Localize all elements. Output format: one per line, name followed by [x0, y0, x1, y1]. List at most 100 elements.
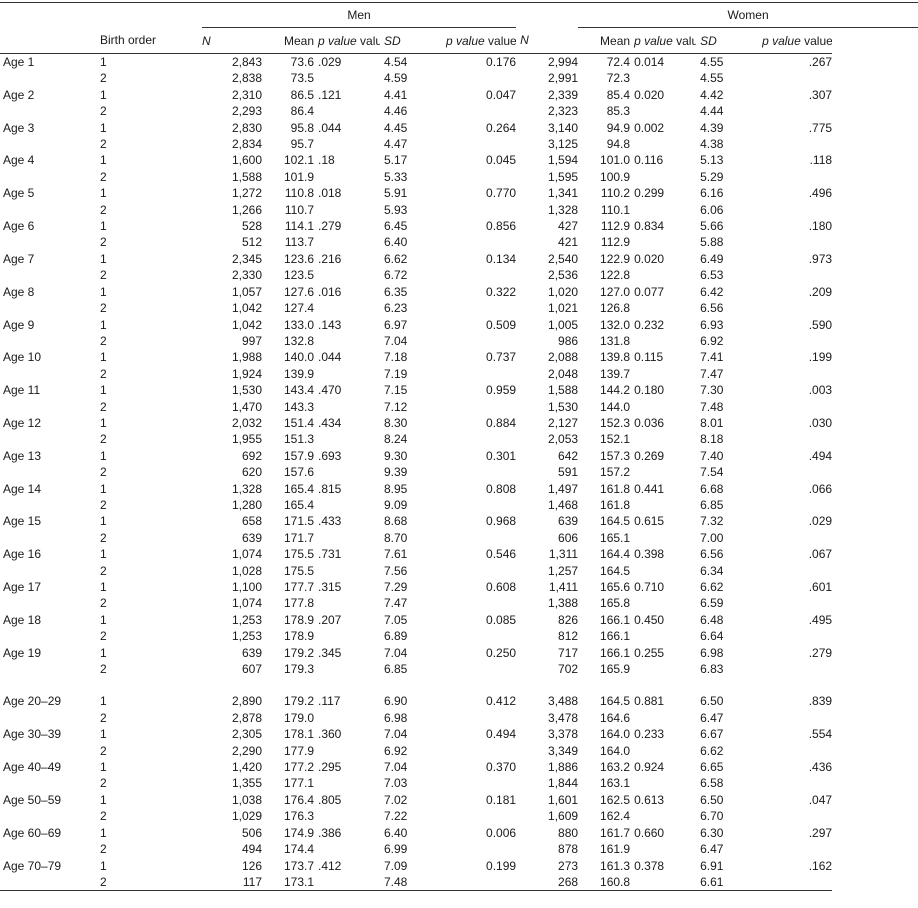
- cell-men-sd: 5.33: [384, 169, 408, 184]
- cell-men-n: 1,253: [231, 612, 262, 627]
- cell-men-pvalue-b: 0.176: [486, 55, 517, 69]
- cell-men-sd: 6.40: [384, 825, 408, 840]
- cell-women-sd: 6.62: [700, 743, 724, 758]
- cell-women-mean: 165.8: [600, 596, 631, 611]
- cell-women-mean: 72.3: [606, 71, 631, 86]
- cell-men-sd: 7.05: [384, 612, 408, 627]
- cell-men-pvalue-a: [314, 366, 380, 382]
- cell-women-mean: 164.0: [600, 727, 631, 742]
- cell-men-pvalue-b: [446, 103, 516, 119]
- cell-women-pvalue-a: [630, 267, 696, 283]
- cell-women-mean: 165.9: [600, 662, 631, 677]
- table-row: Age 70–79 1 126 173.7 .412 7.09 0.199 273 161.3 0…: [0, 858, 918, 874]
- cell-age: [0, 563, 100, 579]
- cell-birth-order: 2: [100, 465, 107, 480]
- cell-men-n: 1,955: [231, 432, 262, 447]
- cell-men-sd: 8.70: [384, 530, 408, 545]
- cell-women-sd: 7.32: [700, 514, 724, 529]
- cell-women-pvalue-b: .775: [808, 120, 833, 135]
- cell-age: [0, 300, 100, 316]
- row-spacer: [0, 677, 918, 693]
- cell-men-pvalue-b: 0.047: [486, 87, 517, 102]
- cell-women-pvalue-a: [630, 661, 696, 677]
- cell-women-mean: 132.0: [600, 317, 631, 332]
- table-row: Age 30–39 1 2,305 178.1 .360 7.04 0.494 3,378 16…: [0, 726, 918, 742]
- cell-women-pvalue-b: .839: [808, 694, 833, 709]
- cell-women-sd: 7.00: [700, 530, 724, 545]
- cell-men-mean: 178.9: [283, 629, 314, 644]
- cell-women-n: 1,468: [548, 497, 579, 512]
- cell-men-mean: 175.5: [283, 563, 314, 578]
- cell-women-pvalue-b: .118: [809, 153, 833, 168]
- cell-women-mean: 161.7: [600, 825, 631, 840]
- table-row: Age 19 1 639 179.2 .345 7.04 0.250 717 166.1 0.25…: [0, 645, 918, 661]
- cell-women-sd: 6.34: [700, 563, 724, 578]
- cell-women-n: 1,844: [548, 776, 579, 791]
- cell-men-pvalue-a: .386: [318, 825, 342, 840]
- cell-birth-order: 1: [100, 251, 107, 266]
- cell-birth-order: 2: [100, 432, 107, 447]
- cell-women-pvalue-b: .180: [808, 219, 833, 234]
- cell-birth-order: 2: [100, 71, 107, 86]
- cell-women-sd: 7.47: [700, 366, 724, 381]
- col-header-men-n: N: [202, 27, 262, 54]
- cell-men-pvalue-b: 0.181: [486, 792, 517, 807]
- cell-men-mean: 173.1: [262, 873, 314, 892]
- cell-women-pvalue-a: 0.834: [634, 219, 665, 234]
- cell-women-n: 1,020: [548, 284, 579, 299]
- cell-men-sd: 4.47: [384, 137, 408, 152]
- cell-women-mean: 72.4: [606, 55, 631, 69]
- cell-women-n: 1,005: [548, 317, 579, 332]
- cell-men-sd: 7.19: [384, 366, 408, 381]
- cell-men-pvalue-a: [314, 628, 380, 644]
- cell-women-mean: 100.9: [600, 169, 631, 184]
- table-row: 2 512 113.7 6.40 421 112.9 5.88: [0, 234, 918, 250]
- col-header-women-mean: Mean: [578, 27, 631, 54]
- cell-age: [0, 136, 100, 152]
- cell-men-sd: 7.04: [384, 333, 408, 348]
- cell-birth-order: 2: [100, 497, 107, 512]
- cell-men-mean: 95.7: [290, 137, 314, 152]
- cell-women-n: 2,048: [548, 366, 579, 381]
- cell-men-sd: 7.18: [384, 350, 408, 365]
- cell-men-n: 2,345: [231, 251, 262, 266]
- cell-women-pvalue-a: 0.881: [634, 694, 665, 709]
- cell-men-sd: 5.91: [384, 186, 408, 201]
- cell-men-pvalue-b: [446, 399, 516, 415]
- table-row: 2 1,028 175.5 7.56 1,257 164.5 6.34: [0, 563, 918, 579]
- cell-women-mean: 164.5: [600, 514, 631, 529]
- cell-women-mean: 164.5: [600, 694, 631, 709]
- cell-age: Age 9: [3, 317, 35, 332]
- cell-men-n: 1,280: [231, 497, 262, 512]
- cell-women-sd: 8.18: [700, 432, 724, 447]
- cell-women-mean: 166.1: [600, 645, 631, 660]
- cell-age: [0, 841, 100, 857]
- cell-men-pvalue-a: [314, 399, 380, 415]
- cell-men-n: 2,032: [231, 415, 262, 430]
- cell-men-mean: 110.8: [284, 186, 314, 201]
- cell-women-pvalue-b: .601: [808, 580, 833, 594]
- cell-women-pvalue-a: [630, 399, 696, 415]
- table-row: Age 15 1 658 171.5 .433 8.68 0.968 639 164.5 0.61…: [0, 513, 918, 529]
- cell-men-pvalue-b: 0.250: [486, 645, 517, 660]
- cell-women-mean: 164.6: [600, 710, 631, 725]
- cell-women-n: 268: [516, 873, 579, 892]
- cell-men-mean: 179.2: [283, 645, 314, 660]
- cell-age: Age 20–29: [3, 694, 62, 709]
- cell-women-mean: 122.8: [600, 268, 631, 283]
- cell-men-mean: 132.8: [283, 333, 314, 348]
- header-column-row: Birth order N Mean p value valuea SD p v…: [0, 27, 918, 54]
- table-row: Age 9 1 1,042 133.0 .143 6.97 0.509 1,005 132.0 0…: [0, 317, 918, 333]
- cell-women-pvalue-a: 0.660: [634, 825, 665, 840]
- cell-women-pvalue-b: .029: [808, 514, 833, 529]
- cell-men-mean: 143.3: [283, 399, 314, 414]
- cell-men-sd: 9.09: [384, 497, 408, 512]
- cell-age: [0, 873, 100, 892]
- cell-women-pvalue-b: .279: [808, 645, 833, 660]
- cell-men-sd: 6.92: [384, 743, 408, 758]
- cell-men-mean: 173.7: [283, 858, 314, 873]
- cell-women-n: 642: [558, 448, 579, 463]
- cell-women-n: 1,311: [548, 547, 579, 562]
- table-row: 2 997 132.8 7.04 986 131.8 6.92: [0, 333, 918, 349]
